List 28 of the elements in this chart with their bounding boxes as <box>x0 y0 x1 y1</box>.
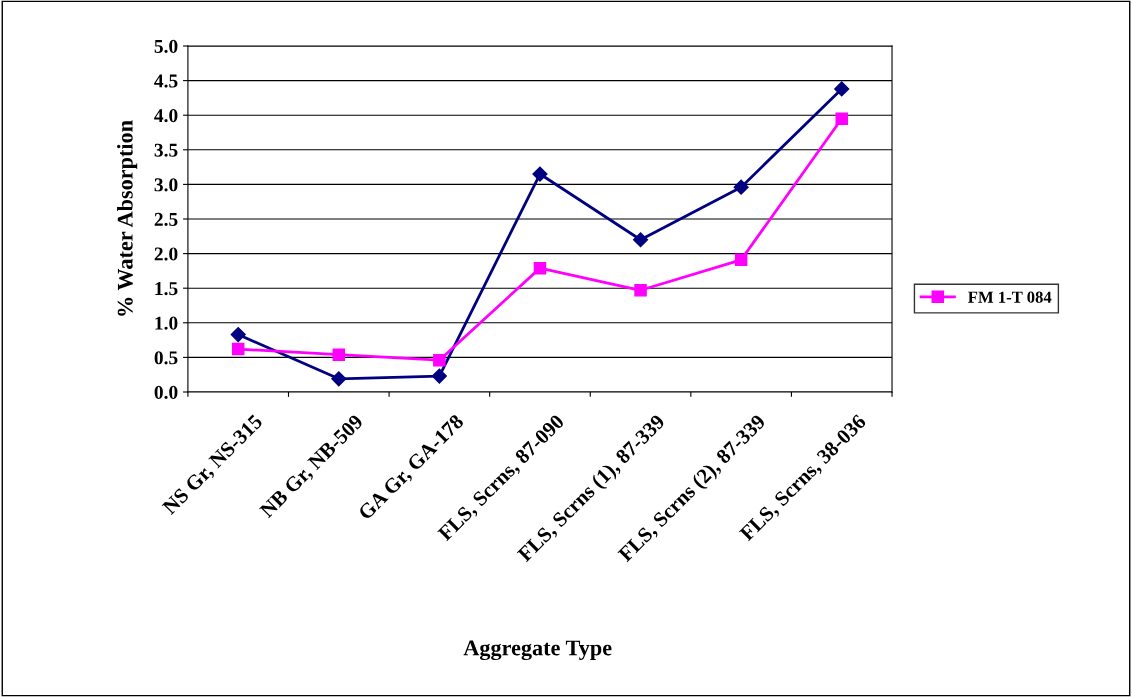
point <box>834 81 850 97</box>
point <box>532 166 548 182</box>
point <box>431 368 447 384</box>
point <box>331 371 347 387</box>
y-tick-label: 2.5 <box>154 212 178 227</box>
y-tick-label: 1.0 <box>155 316 178 330</box>
y-tick-label: 2.0 <box>154 247 178 261</box>
point <box>835 112 848 125</box>
y-axis-title: % Water Absorption <box>117 120 138 316</box>
y-tick-label: 3.5 <box>154 143 178 157</box>
y-tick-label: 5.0 <box>154 39 178 54</box>
point <box>231 342 245 356</box>
legend-label: FM 1-T 084 <box>968 291 1052 303</box>
y-tick-label: 4.0 <box>154 109 178 123</box>
point <box>632 232 649 248</box>
point <box>433 353 446 367</box>
y-tick-label: 1.5 <box>155 282 178 296</box>
point <box>332 348 346 361</box>
y-tick-label: 3.0 <box>154 178 178 192</box>
point <box>634 284 647 297</box>
y-tick-label: 4.5 <box>154 74 178 88</box>
point <box>733 179 749 195</box>
point <box>734 253 748 267</box>
y-tick-label: 0.5 <box>154 351 178 365</box>
point <box>230 326 246 343</box>
y-tick-label: 0.0 <box>154 385 178 400</box>
point <box>533 261 547 275</box>
x-axis-title: Aggregate Type <box>463 640 612 661</box>
